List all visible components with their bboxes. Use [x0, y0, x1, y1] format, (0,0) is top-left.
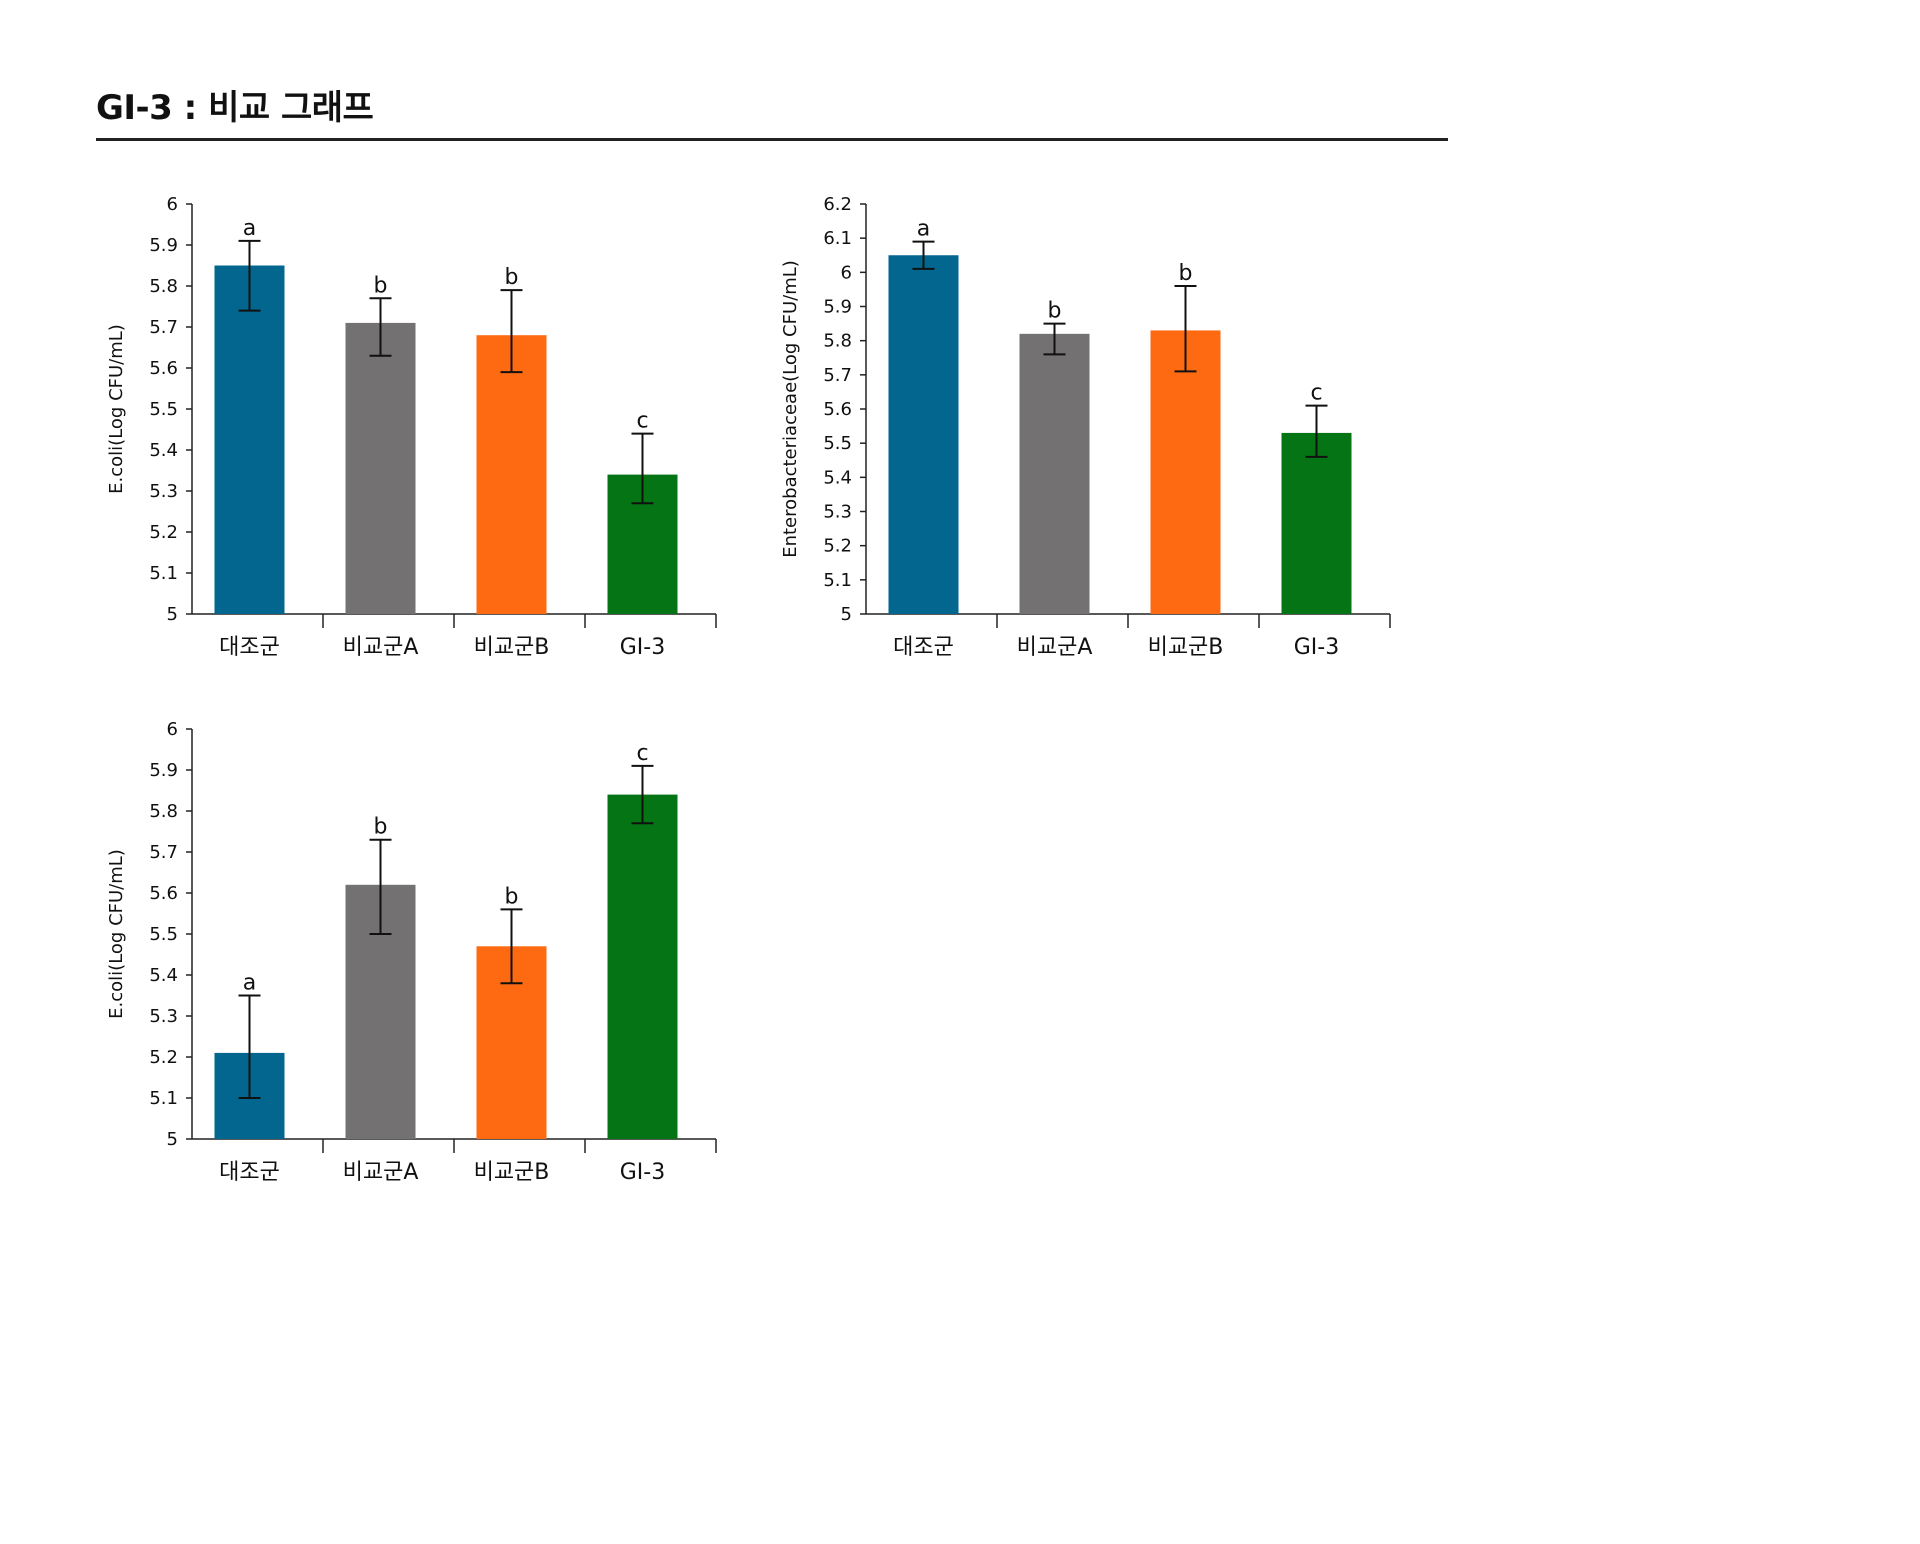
y-tick-label: 5.9 — [823, 297, 852, 318]
title-divider — [96, 138, 1448, 141]
significance-label: b — [374, 815, 388, 840]
significance-label: c — [1310, 381, 1322, 406]
y-tick-label: 5.6 — [149, 358, 178, 379]
significance-label: a — [243, 971, 256, 996]
error-bar — [500, 289, 523, 374]
error-bar — [369, 838, 392, 935]
ecoli-bar-chart-1: 5 5.1 5.2 5.3 5.4 5.5 5.6 5.7 5.8 5.9 6 E.coli(Log … — [106, 194, 717, 660]
y-tick-label: 6 — [167, 719, 178, 740]
bar — [888, 255, 959, 614]
page-title: GI-3 : 비교 그래프 — [96, 88, 374, 128]
y-tick-label: 5.6 — [149, 883, 178, 904]
y-tick-label: 5.9 — [149, 760, 178, 781]
y-tick-label: 6 — [167, 194, 178, 215]
y-tick-label: 5.7 — [149, 317, 178, 338]
y-tick-label: 5.2 — [149, 1047, 178, 1068]
category-label: 대조군 — [219, 1160, 280, 1185]
category-label: 비교군A — [343, 1160, 419, 1185]
significance-label: b — [505, 884, 519, 909]
category-label: 대조군 — [219, 635, 280, 660]
y-tick-label: 5.2 — [823, 536, 852, 557]
error-bar — [631, 432, 654, 505]
error-bar — [631, 764, 654, 825]
category-label: 비교군B — [1148, 635, 1224, 660]
significance-label: c — [636, 409, 648, 434]
significance-label: b — [1048, 299, 1062, 324]
y-tick-label: 5.3 — [823, 502, 852, 523]
y-tick-label: 5.5 — [823, 433, 852, 454]
y-tick-label: 6.2 — [823, 194, 852, 215]
y-tick-label: 5.4 — [149, 965, 178, 986]
y-tick-label: 5.5 — [149, 924, 178, 945]
y-tick-label: 5 — [167, 604, 178, 625]
category-label: GI-3 — [620, 1160, 665, 1185]
category-label: GI-3 — [1294, 635, 1339, 660]
y-axis-label: E.coli(Log CFU/mL) — [106, 324, 127, 494]
enterobacteriaceae-bar-chart: 5 5.1 5.2 5.3 5.4 5.5 5.6 5.7 5.8 5.9 6 6.1 6.2 Enter… — [780, 194, 1391, 660]
error-bar — [369, 297, 392, 357]
y-tick-label: 5.4 — [149, 440, 178, 461]
error-bar — [238, 239, 261, 312]
y-tick-label: 6 — [841, 262, 852, 283]
y-tick-label: 5.9 — [149, 235, 178, 256]
y-axis-label: Enterobacteriaceae(Log CFU/mL) — [780, 260, 801, 558]
significance-label: a — [243, 216, 256, 241]
bar — [607, 794, 678, 1139]
y-tick-label: 5.8 — [149, 276, 178, 297]
significance-label: b — [1179, 261, 1193, 286]
y-tick-label: 5.3 — [149, 1006, 178, 1027]
significance-label: a — [917, 217, 930, 242]
significance-label: b — [374, 273, 388, 298]
ecoli-bar-chart-2: 5 5.1 5.2 5.3 5.4 5.5 5.6 5.7 5.8 5.9 6 E.coli(Log … — [106, 719, 717, 1185]
category-label: GI-3 — [620, 635, 665, 660]
significance-label: c — [636, 741, 648, 766]
y-tick-label: 5.5 — [149, 399, 178, 420]
error-bar — [1305, 404, 1328, 458]
y-tick-label: 5.3 — [149, 481, 178, 502]
bar — [1281, 432, 1352, 614]
bar — [1019, 333, 1090, 614]
y-tick-label: 5 — [167, 1129, 178, 1150]
category-label: 비교군B — [474, 635, 550, 660]
y-tick-label: 5.8 — [149, 801, 178, 822]
y-tick-label: 5.6 — [823, 399, 852, 420]
y-tick-label: 5.1 — [149, 563, 178, 584]
y-tick-label: 6.1 — [823, 228, 852, 249]
error-bar — [238, 994, 261, 1099]
category-label: 비교군A — [1017, 635, 1093, 660]
y-axis-label: E.coli(Log CFU/mL) — [106, 849, 127, 1019]
category-label: 비교군A — [343, 635, 419, 660]
y-tick-label: 5.8 — [823, 331, 852, 352]
bar — [1150, 330, 1221, 614]
y-tick-label: 5.1 — [823, 570, 852, 591]
bar — [345, 322, 416, 614]
y-tick-label: 5.1 — [149, 1088, 178, 1109]
error-bar — [1043, 322, 1066, 356]
y-tick-label: 5.7 — [823, 365, 852, 386]
bar — [214, 265, 285, 614]
y-tick-label: 5.7 — [149, 842, 178, 863]
y-tick-label: 5.4 — [823, 467, 852, 488]
error-bar — [1174, 285, 1197, 373]
category-label: 대조군 — [893, 635, 954, 660]
y-tick-label: 5.2 — [149, 522, 178, 543]
error-bar — [912, 240, 935, 270]
bar — [476, 335, 547, 614]
category-label: 비교군B — [474, 1160, 550, 1185]
error-bar — [500, 908, 523, 985]
y-tick-label: 5 — [841, 604, 852, 625]
significance-label: b — [505, 265, 519, 290]
